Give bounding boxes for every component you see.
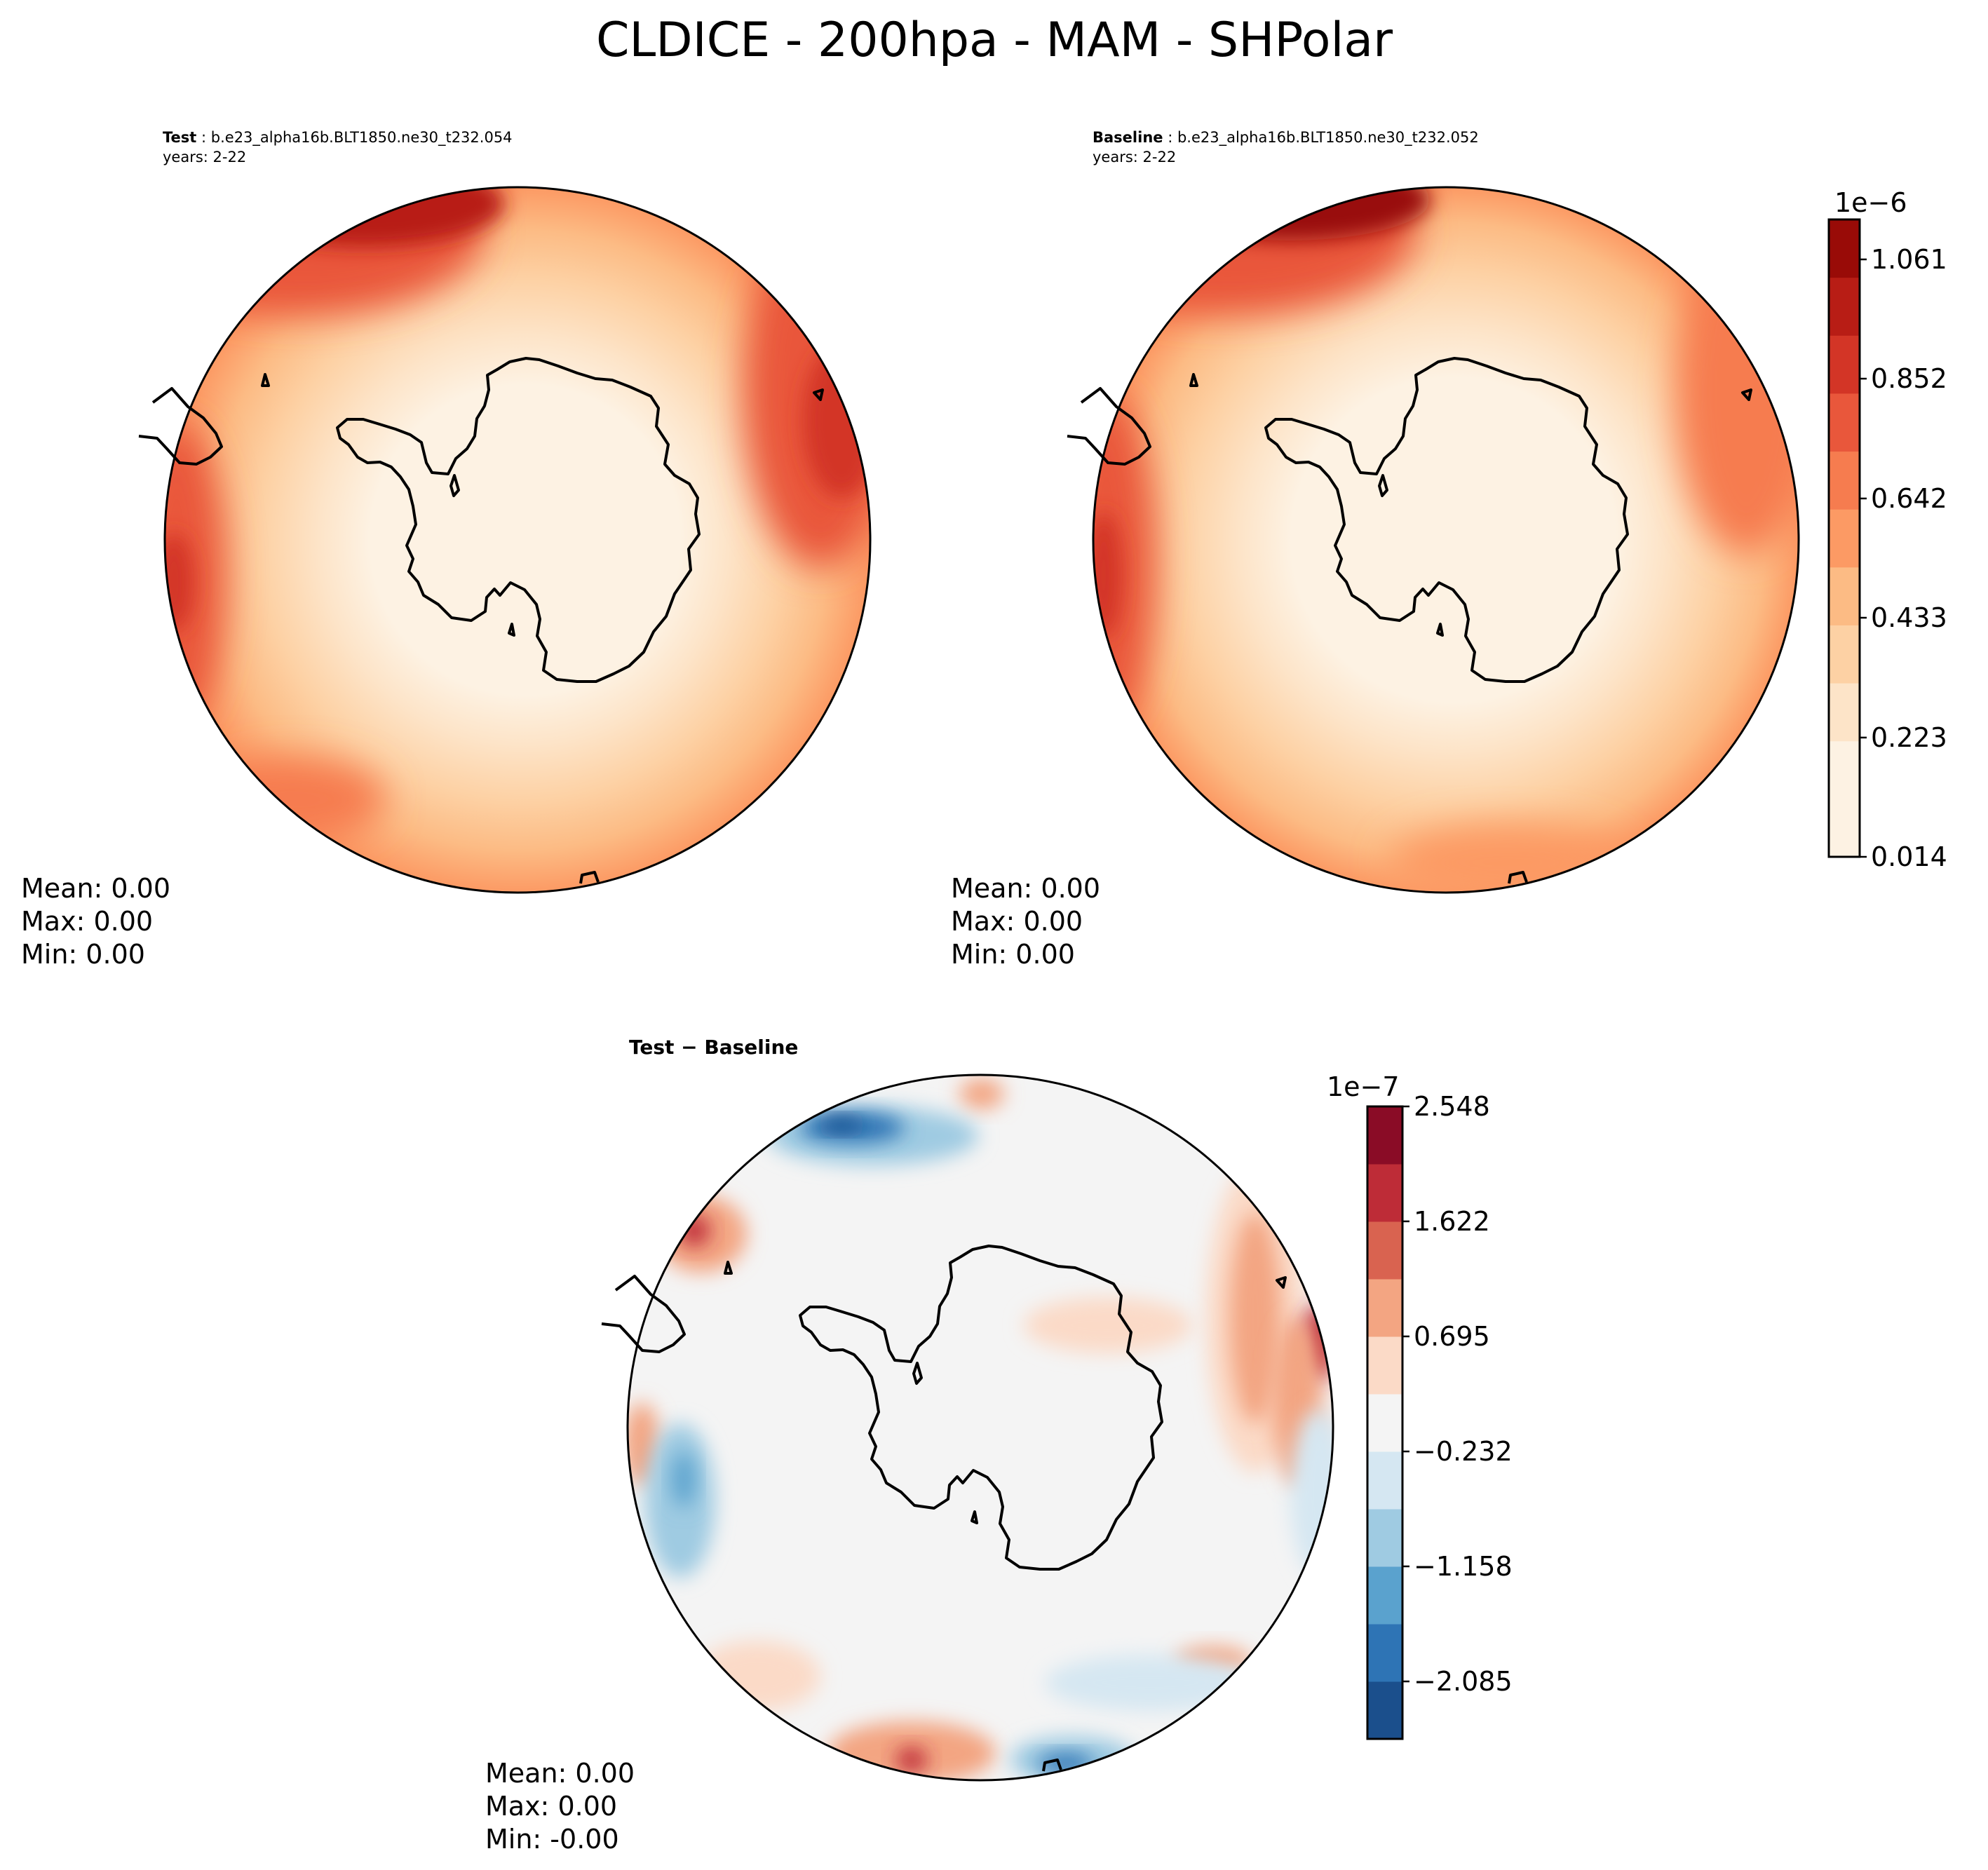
- diff-coastlines: [600, 1245, 1287, 1772]
- diff-colorbar-level-10: [1367, 1106, 1402, 1165]
- panel-test-mean: Mean: 0.00: [21, 873, 170, 904]
- diff-patch-neg-far-right: [1290, 1409, 1333, 1578]
- panel-difference-max: Max: 0.00: [485, 1791, 617, 1822]
- panel-baseline-label: Baseline: [1093, 129, 1163, 146]
- diff-map-boundary: [626, 1073, 1334, 1782]
- baseline-field-patch-upper-left-core: [1150, 187, 1431, 240]
- diff-patch-pos-top: [959, 1078, 1004, 1109]
- diff-colorbar-level-1: [1367, 1624, 1402, 1682]
- diff-colorbar-tick-label: −2.085: [1414, 1666, 1513, 1697]
- panel-test: Test : b.e23_alpha16b.BLT1850.ne30_t232.…: [21, 129, 872, 970]
- panel-baseline-case: b.e23_alpha16b.BLT1850.ne30_t232.052: [1177, 129, 1479, 147]
- baseline-colorbar-tick-label: 0.014: [1871, 841, 1947, 872]
- panel-test-label: Test: [163, 129, 196, 146]
- diff-colorbar-level-7: [1367, 1279, 1402, 1337]
- test-map-boundary: [163, 186, 872, 894]
- test-map-field: [165, 187, 870, 893]
- diff-colorbar-level-3: [1367, 1509, 1402, 1567]
- baseline-colorbar-tick-label: 0.852: [1871, 363, 1947, 394]
- diff-colorbar-level-6: [1367, 1336, 1402, 1395]
- panel-difference-title: Test − Baseline: [629, 1036, 798, 1059]
- baseline-colorbar-tick-label: 0.433: [1871, 602, 1947, 633]
- diff-colorbar-level-5: [1367, 1394, 1402, 1452]
- baseline-colorbar-tick-label: 0.642: [1871, 483, 1947, 514]
- panel-difference: Test − Baseline: [485, 1036, 1513, 1855]
- diff-patch-neg-top-core: [820, 1118, 863, 1132]
- diff-colorbar-exponent: 1e−7: [1327, 1071, 1400, 1102]
- test-coastlines: [137, 357, 824, 884]
- panel-test-min: Min: 0.00: [21, 939, 145, 970]
- diff-patch-pos-bottom-core: [896, 1747, 927, 1773]
- diff-colorbar-level-8: [1367, 1221, 1402, 1280]
- diff-colorbar-tick-label: −0.232: [1414, 1436, 1513, 1467]
- baseline-colorbar-tick-label: 0.223: [1871, 722, 1947, 753]
- panel-test-years: years: 2-22: [163, 149, 246, 165]
- baseline-colorbar-level-6: [1829, 451, 1860, 510]
- panel-baseline-years: years: 2-22: [1093, 149, 1176, 165]
- panel-test-case: b.e23_alpha16b.BLT1850.ne30_t232.054: [211, 129, 513, 147]
- baseline-colorbar-level-3: [1829, 625, 1860, 684]
- test-field-patch-upper-left-core: [224, 187, 505, 247]
- diff-colorbar-tick-label: 2.548: [1414, 1091, 1490, 1122]
- baseline-colorbar-level-1: [1829, 740, 1860, 799]
- diff-patch-neg-lower-right: [1045, 1655, 1255, 1711]
- baseline-map-boundary: [1092, 186, 1800, 894]
- diff-colorbar-tick-label: 1.622: [1414, 1206, 1490, 1237]
- diff-colorbar-level-4: [1367, 1451, 1402, 1510]
- baseline-map-field: [1093, 187, 1799, 893]
- panel-baseline: Baseline : b.e23_alpha16b.BLT1850.ne30_t…: [951, 129, 1947, 970]
- baseline-colorbar-level-5: [1829, 509, 1860, 568]
- panel-baseline-min: Min: 0.00: [951, 939, 1075, 970]
- diff-patch-pos-right-mid: [1230, 1213, 1280, 1423]
- baseline-colorbar-level-2: [1829, 683, 1860, 742]
- test-field-patch-lower-left: [203, 757, 386, 841]
- baseline-colorbar-level-7: [1829, 393, 1860, 452]
- test-field-patch-left-core: [165, 533, 194, 631]
- baseline-colorbar-level-10: [1829, 219, 1860, 278]
- figure-title: CLDICE - 200hpa - MAM - SHPolar: [596, 13, 1393, 68]
- diff-colorbar-level-2: [1367, 1566, 1402, 1625]
- diff-patch-neg-left-core: [672, 1451, 695, 1507]
- baseline-coastlines: [1066, 357, 1752, 884]
- baseline-colorbar-tick-label: 1.061: [1871, 244, 1947, 275]
- panel-test-title: Test : b.e23_alpha16b.BLT1850.ne30_t232.…: [163, 129, 513, 147]
- diff-colorbar-tick-label: −1.158: [1414, 1551, 1513, 1582]
- diff-colorbar: −2.085 −1.158 −0.232 0.695 1.622 2.548: [1366, 1091, 1513, 1740]
- baseline-colorbar-level-9: [1829, 277, 1860, 336]
- panel-baseline-mean: Mean: 0.00: [951, 873, 1100, 904]
- diff-colorbar-level-0: [1367, 1681, 1402, 1740]
- test-field-patch-right-core: [803, 344, 870, 498]
- baseline-colorbar-level-8: [1829, 335, 1860, 394]
- diff-colorbar-tick-label: 0.695: [1414, 1321, 1490, 1352]
- baseline-colorbar-level-4: [1829, 567, 1860, 625]
- diff-patch-pos-center-right: [1024, 1297, 1192, 1353]
- panel-baseline-title: Baseline : b.e23_alpha16b.BLT1850.ne30_t…: [1093, 129, 1479, 147]
- baseline-field-patch-left-core: [1093, 512, 1122, 638]
- baseline-colorbar-exponent: 1e−6: [1834, 187, 1907, 218]
- diff-colorbar-frame: [1366, 1105, 1404, 1740]
- baseline-colorbar: 0.014 0.223 0.433 0.642 0.852 1.061: [1827, 218, 1947, 872]
- diff-colorbar-level-9: [1367, 1164, 1402, 1222]
- panel-difference-mean: Mean: 0.00: [485, 1758, 635, 1789]
- diff-map-field: [628, 1075, 1333, 1780]
- panel-test-max: Max: 0.00: [21, 906, 153, 937]
- baseline-colorbar-level-0: [1829, 799, 1860, 858]
- panel-difference-min: Min: -0.00: [485, 1824, 619, 1855]
- baseline-colorbar-frame: [1827, 218, 1861, 858]
- panel-baseline-max: Max: 0.00: [951, 906, 1083, 937]
